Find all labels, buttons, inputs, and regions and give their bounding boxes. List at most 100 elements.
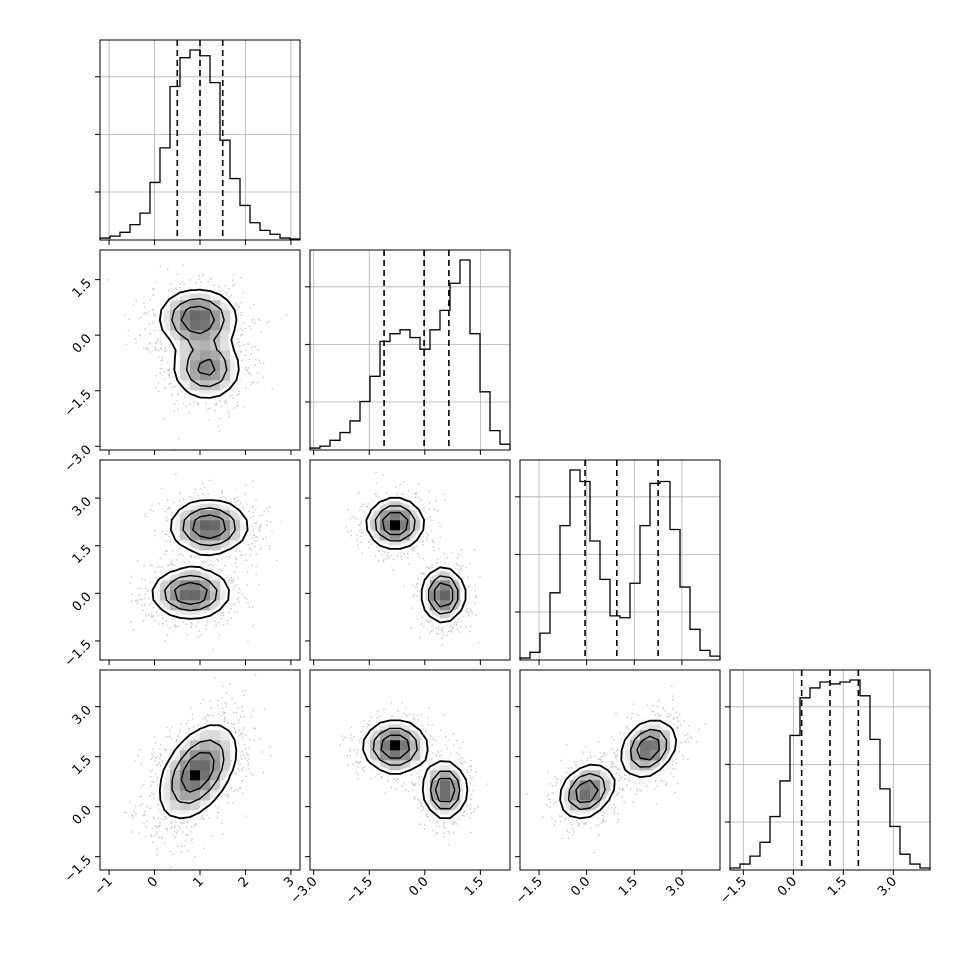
- density-cell: [200, 360, 211, 371]
- density-cell: [230, 510, 241, 521]
- density-cell: [200, 760, 211, 771]
- density-cell: [170, 570, 181, 581]
- density-cell: [380, 740, 391, 751]
- x-tick-label: 3.0: [663, 874, 688, 899]
- density-cell: [190, 350, 201, 361]
- density-cell: [160, 790, 171, 801]
- density-cell: [190, 800, 201, 811]
- density-cell: [180, 760, 191, 771]
- density-cell: [660, 730, 671, 741]
- density-cell: [180, 520, 191, 531]
- x-tick-label: 1.5: [616, 874, 641, 899]
- density-cell: [370, 740, 381, 751]
- density-cell: [570, 790, 581, 801]
- contour-line: [374, 505, 459, 615]
- density-cell: [160, 780, 171, 791]
- density-cell: [640, 730, 651, 741]
- density-cell: [190, 760, 201, 771]
- density-cell: [190, 360, 201, 371]
- scatter-panel-1-2: [309, 459, 511, 661]
- density-cell: [170, 760, 181, 771]
- density-cell: [400, 510, 411, 521]
- density-cell: [190, 780, 201, 791]
- density-cell: [430, 780, 441, 791]
- density-cell: [430, 610, 441, 621]
- density-cell: [170, 770, 181, 781]
- x-tick-label: 1: [190, 874, 206, 890]
- panel-frame: [519, 459, 721, 661]
- density-cell: [160, 310, 171, 321]
- contour-line: [164, 507, 236, 612]
- contour-line: [171, 298, 228, 388]
- density-cell: [190, 290, 201, 301]
- density-cell: [170, 520, 181, 531]
- density-cell: [380, 510, 391, 521]
- density-cell: [410, 750, 421, 761]
- density-cell: [200, 570, 211, 581]
- density-cell: [370, 530, 381, 541]
- hist-panel-0: [95, 39, 301, 241]
- density-cell: [630, 740, 641, 751]
- density-cell: [390, 750, 401, 761]
- density-cell: [210, 740, 221, 751]
- density-cell: [210, 770, 221, 781]
- x-tick-label: 0.0: [568, 874, 593, 899]
- density-cell: [200, 370, 211, 381]
- density-cell: [220, 760, 231, 771]
- density-cell: [220, 330, 231, 341]
- density-cell: [200, 520, 211, 531]
- y-tick-label: 1.5: [70, 276, 95, 301]
- density-cell: [370, 520, 381, 531]
- density-cell: [570, 780, 581, 791]
- density-cell: [650, 720, 661, 731]
- density-cell: [210, 350, 221, 361]
- scatter-points: [345, 472, 481, 646]
- panel-frame: [309, 459, 511, 661]
- density-cell: [440, 590, 451, 601]
- y-tick-label: 0.0: [70, 803, 95, 828]
- density-cell: [200, 350, 211, 361]
- density-cell: [400, 720, 411, 731]
- density-cell: [170, 300, 181, 311]
- density-cell: [560, 790, 571, 801]
- density-cell: [630, 730, 641, 741]
- density-cell: [210, 360, 221, 371]
- y-tick-label: 1.5: [70, 542, 95, 567]
- density-cell: [220, 340, 231, 351]
- y-tick-label: 1.5: [70, 753, 95, 778]
- density-cell: [440, 570, 451, 581]
- density-cell: [210, 780, 221, 791]
- x-tick-label: 2: [236, 874, 252, 890]
- density-cell: [630, 760, 641, 771]
- density-cell: [440, 780, 451, 791]
- contour-line: [180, 305, 216, 376]
- density-cell: [210, 320, 221, 331]
- density-cell: [220, 540, 231, 551]
- density-cell: [430, 790, 441, 801]
- density-cell: [190, 320, 201, 331]
- contour-line: [362, 719, 469, 820]
- density-cell: [210, 580, 221, 591]
- density-cell: [590, 780, 601, 791]
- density-cell: [380, 530, 391, 541]
- density-cell: [440, 610, 451, 621]
- density-cell: [190, 520, 201, 531]
- density-cell: [650, 730, 661, 741]
- contour-line: [365, 496, 467, 624]
- density-cell: [180, 780, 191, 791]
- density-cell: [430, 770, 441, 781]
- density-cell: [210, 600, 221, 611]
- panel-frame: [729, 669, 931, 871]
- contour-line: [180, 751, 215, 793]
- density-cell: [440, 770, 451, 781]
- density-cell: [450, 590, 461, 601]
- histogram-step: [309, 259, 511, 450]
- density-cell: [400, 520, 411, 531]
- density-cell: [410, 520, 421, 531]
- density-cell: [190, 570, 201, 581]
- panel-frame: [309, 249, 511, 451]
- scatter-panel-0-2: [99, 459, 301, 661]
- panel-frame: [309, 669, 511, 871]
- density-cell: [160, 600, 171, 611]
